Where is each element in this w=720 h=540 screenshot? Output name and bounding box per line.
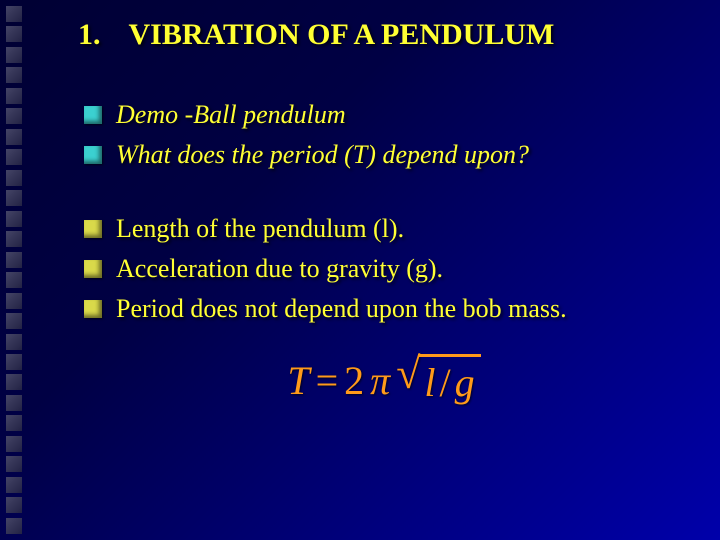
- square-bullet-icon: [84, 300, 102, 318]
- bullet-item: Period does not depend upon the bob mass…: [84, 294, 690, 324]
- decor-square: [6, 518, 22, 534]
- decor-square: [6, 313, 22, 329]
- decor-square: [6, 252, 22, 268]
- decor-square: [6, 477, 22, 493]
- decor-square: [6, 211, 22, 227]
- decor-square: [6, 354, 22, 370]
- decor-square: [6, 47, 22, 63]
- decor-square: [6, 456, 22, 472]
- square-bullet-icon: [84, 106, 102, 124]
- radicand-g: g: [455, 359, 475, 406]
- decorative-left-column: [0, 0, 32, 540]
- square-root-icon: √ l / g: [396, 354, 480, 406]
- bullet-item: Acceleration due to gravity (g).: [84, 254, 690, 284]
- bullet-group-a: Demo -Ball pendulum What does the period…: [84, 100, 690, 170]
- bullet-item: Length of the pendulum (l).: [84, 214, 690, 244]
- decor-square: [6, 231, 22, 247]
- radicand: l / g: [418, 354, 480, 406]
- decor-square: [6, 129, 22, 145]
- decor-square: [6, 415, 22, 431]
- slide-content: 1. VIBRATION OF A PENDULUM Demo -Ball pe…: [78, 18, 690, 520]
- square-bullet-icon: [84, 146, 102, 164]
- decor-square: [6, 497, 22, 513]
- decor-square: [6, 293, 22, 309]
- formula-lhs: T: [287, 357, 309, 404]
- square-bullet-icon: [84, 220, 102, 238]
- formula-container: T = 2 π √ l / g: [78, 354, 690, 406]
- period-formula: T = 2 π √ l / g: [287, 354, 480, 406]
- formula-two: 2: [344, 357, 364, 404]
- decor-square: [6, 374, 22, 390]
- decor-square: [6, 108, 22, 124]
- decor-square: [6, 88, 22, 104]
- decor-square: [6, 6, 22, 22]
- decor-square: [6, 67, 22, 83]
- bullet-text: Acceleration due to gravity (g).: [116, 254, 443, 284]
- formula-pi: π: [370, 357, 390, 404]
- radical-symbol: √: [396, 354, 420, 406]
- decor-square: [6, 190, 22, 206]
- decor-square: [6, 149, 22, 165]
- title-number: 1.: [78, 18, 101, 52]
- bullet-item: What does the period (T) depend upon?: [84, 140, 690, 170]
- decor-square: [6, 395, 22, 411]
- square-bullet-icon: [84, 260, 102, 278]
- formula-equals: =: [316, 357, 339, 404]
- decor-square: [6, 334, 22, 350]
- bullet-group-b: Length of the pendulum (l). Acceleration…: [84, 214, 690, 324]
- bullet-text: Length of the pendulum (l).: [116, 214, 404, 244]
- decor-square: [6, 272, 22, 288]
- bullet-text: What does the period (T) depend upon?: [116, 140, 529, 170]
- bullet-item: Demo -Ball pendulum: [84, 100, 690, 130]
- title-text: VIBRATION OF A PENDULUM: [129, 18, 555, 52]
- decor-square: [6, 26, 22, 42]
- bullet-text: Demo -Ball pendulum: [116, 100, 346, 130]
- decor-square: [6, 436, 22, 452]
- bullet-text: Period does not depend upon the bob mass…: [116, 294, 567, 324]
- decor-square: [6, 170, 22, 186]
- radicand-l: l: [424, 359, 435, 406]
- slide-title: 1. VIBRATION OF A PENDULUM: [78, 18, 690, 52]
- radicand-slash: /: [440, 359, 451, 406]
